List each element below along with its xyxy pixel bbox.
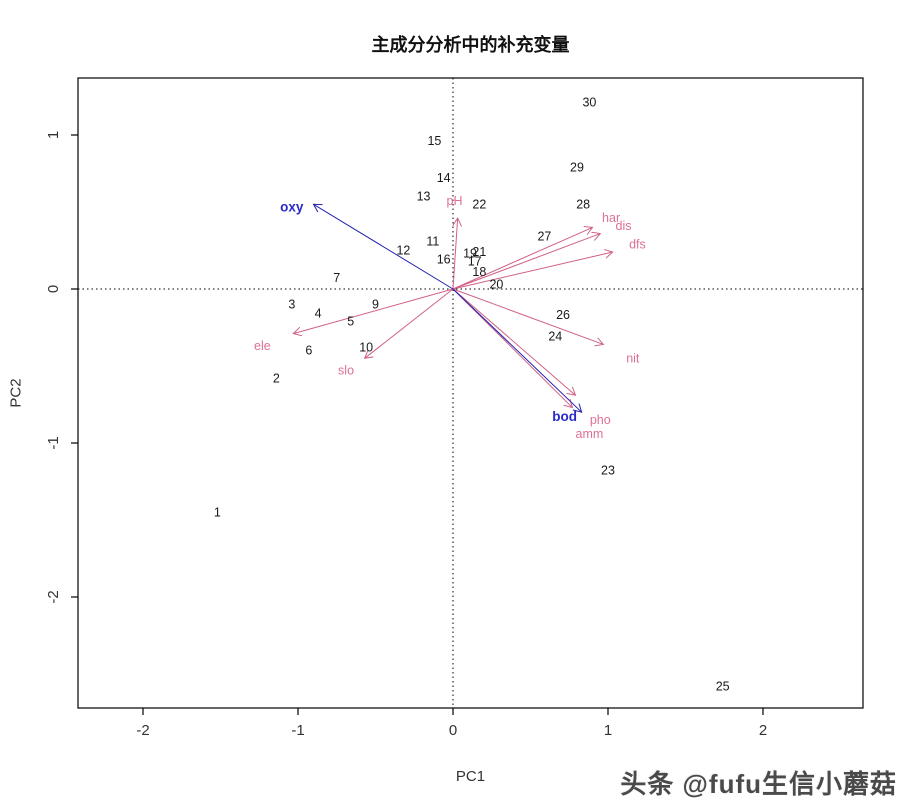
arrow-label-ele: ele [254,339,271,353]
y-tick-label: -2 [45,590,62,603]
site-point-13: 13 [417,190,431,204]
site-point-22: 22 [472,197,486,211]
arrow-amm [452,288,572,408]
arrow-label-pho: pho [590,413,611,427]
site-point-23: 23 [601,464,615,478]
x-tick-label: 1 [604,722,612,739]
site-point-4: 4 [315,307,322,321]
site-point-18: 18 [472,265,486,279]
site-point-29: 29 [570,160,584,174]
site-point-9: 9 [372,297,379,311]
y-tick-label: -1 [45,436,62,449]
arrow-har [452,227,593,290]
site-point-3: 3 [288,297,295,311]
arrow-slo [365,288,454,358]
site-point-1: 1 [214,505,221,519]
site-point-28: 28 [576,197,590,211]
site-point-25: 25 [716,679,730,693]
site-point-6: 6 [305,344,312,358]
site-point-30: 30 [582,96,596,110]
x-tick-label: 0 [449,722,457,739]
site-point-5: 5 [347,314,354,328]
arrow-label-har: har [602,211,620,225]
arrow-label-bod: bod [552,409,577,424]
arrow-label-nit: nit [626,351,640,365]
site-point-27: 27 [537,230,551,244]
site-point-14: 14 [437,171,451,185]
site-point-10: 10 [359,341,373,355]
site-point-19: 19 [463,247,477,261]
arrow-label-pH: pH [447,194,463,208]
y-axis-label: PC2 [7,378,25,408]
arrow-pho [452,288,575,395]
arrow-pH [452,218,458,290]
x-axis-label: PC1 [455,768,486,785]
x-tick-label: -2 [136,722,149,739]
arrow-dis [452,234,600,290]
arrow-bod [452,288,582,412]
arrow-label-dfs: dfs [629,237,646,251]
y-tick-label: 1 [45,131,62,139]
site-point-21: 21 [472,245,486,259]
arrow-label-oxy: oxy [280,199,304,214]
arrow-ele [293,288,454,334]
arrow-label-slo: slo [338,364,354,378]
plot-box [77,77,864,709]
x-tick-label: 2 [759,722,767,739]
site-point-15: 15 [427,134,441,148]
site-point-7: 7 [333,271,340,285]
site-point-2: 2 [273,371,280,385]
arrow-label-amm: amm [576,427,604,441]
arrow-dfs [452,252,613,290]
y-tick-label: 0 [45,285,62,293]
arrow-label-dis: dis [616,219,632,233]
site-point-12: 12 [396,244,410,258]
x-tick-label: -1 [291,722,304,739]
site-point-16: 16 [437,253,451,267]
site-point-26: 26 [556,308,570,322]
site-point-24: 24 [548,330,562,344]
chart-title: 主成分分析中的补充变量 [371,35,570,56]
arrow-nit [452,288,603,344]
arrow-oxy [314,204,454,290]
site-point-11: 11 [426,234,439,248]
watermark: 头条 @fufu生信小蘑菇 [620,769,897,799]
site-point-20: 20 [489,277,503,291]
site-point-17: 17 [468,254,482,268]
